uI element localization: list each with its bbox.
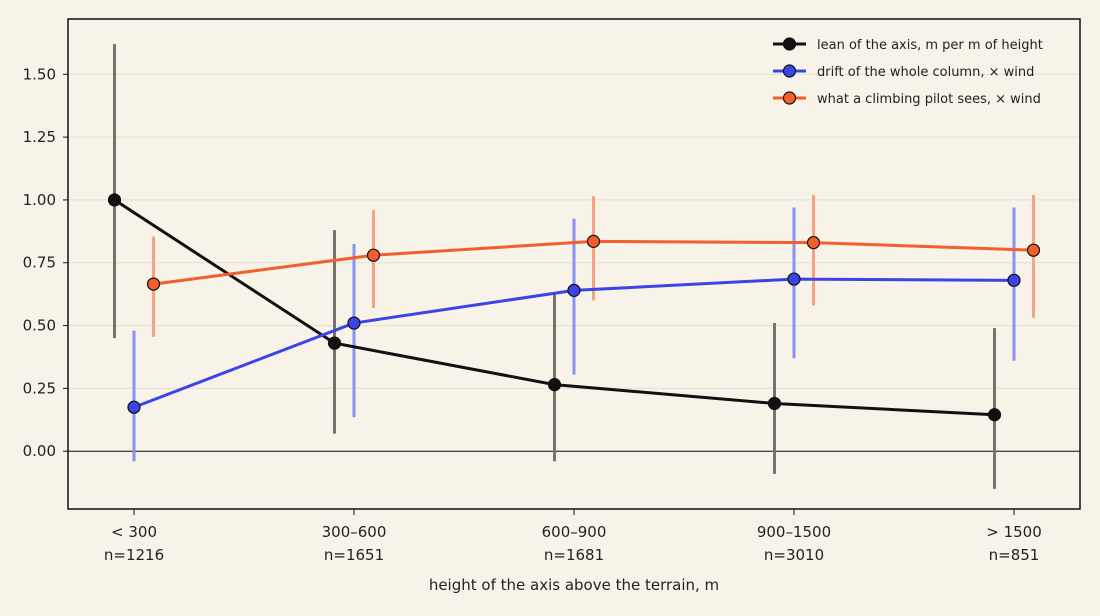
data-point [1007,273,1021,287]
x-tick-label: 900–1500 [757,523,831,541]
y-tick-label: 0.00 [23,442,56,460]
x-tick-label: 300–600 [322,523,387,541]
x-tick-label: 600–900 [542,523,607,541]
x-axis-title: height of the axis above the terrain, m [429,576,719,594]
y-axis-ticks: 0.00 0.25 0.50 0.75 1.00 1.25 1.50 [23,65,68,460]
data-point [806,236,821,250]
y-tick-label: 1.50 [23,65,56,83]
data-point [767,396,782,411]
y-tick-label: 1.25 [23,128,56,146]
data-point [787,272,801,286]
y-tick-label: 0.25 [23,379,56,397]
y-tick-label: 0.50 [23,317,56,335]
data-point [567,283,581,297]
data-points [107,193,1041,422]
x-axis-ticks: < 300 n=1216 300–600 n=1651 600–900 n=1681 900… [104,509,1042,564]
error-bars [113,44,1035,489]
x-tick-count: n=1681 [544,546,604,564]
y-tick-label: 0.75 [23,254,56,272]
x-tick-label: < 300 [111,523,157,541]
legend-swatch-marker [782,64,797,78]
data-point [547,378,562,392]
x-tick-label: > 1500 [986,523,1042,541]
legend: lean of the axis, m per m of height drift… [773,37,1043,107]
x-tick-count: n=1216 [104,546,164,564]
x-tick-count: n=851 [989,546,1040,564]
data-point [127,400,141,414]
data-point [1026,243,1041,257]
legend-entry-label: lean of the axis, m per m of height [817,38,1043,53]
data-point [586,234,601,248]
x-tick-count: n=3010 [764,546,824,564]
data-point [107,193,122,207]
data-point [366,248,381,262]
data-point [987,408,1002,422]
legend-swatch-marker [782,91,797,105]
legend-entry-label: what a climbing pilot sees, × wind [817,92,1041,107]
legend-entry-label: drift of the whole column, × wind [817,65,1034,80]
data-point [347,316,361,330]
x-tick-count: n=1651 [324,546,384,564]
data-point [146,277,161,291]
legend-swatch-marker [782,37,797,51]
y-tick-label: 1.00 [23,191,56,209]
data-point [327,336,342,350]
